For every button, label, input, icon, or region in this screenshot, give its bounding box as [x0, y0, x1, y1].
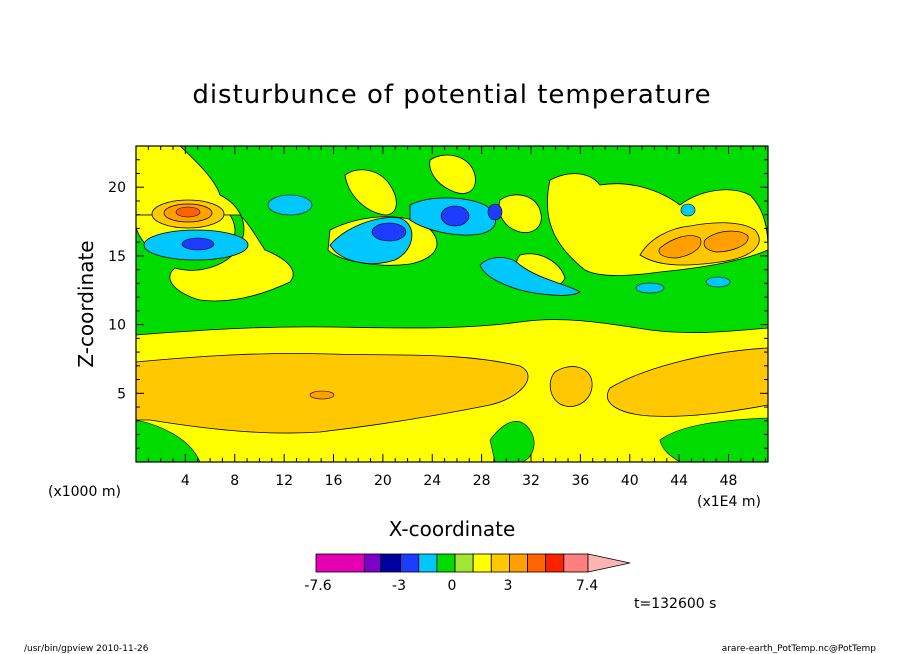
contour-band-cyan-mid: [635, 282, 665, 294]
footer-right: arare-earth_PotTemp.nc@PotTemp: [722, 644, 877, 654]
contour-band-blue-small: [487, 203, 503, 221]
colorbar-tick-labels: -7.6 -3 0 3 7.4: [304, 578, 598, 594]
contour-band-cyan-right-small: [680, 203, 696, 217]
contour-band-cyan-small: [267, 194, 313, 216]
colorbar-tick-label: 7.4: [576, 578, 598, 594]
x-axis-title: X-coordinate: [389, 517, 516, 541]
x-tick-label: 28: [473, 473, 491, 489]
colorbar-swatch: [454, 553, 474, 573]
x-tick-label: 36: [571, 473, 589, 489]
contour-band-cyan-far-right: [705, 276, 731, 288]
x-tick-label: 12: [275, 473, 293, 489]
colorbar-swatch: [472, 553, 492, 573]
colorbar-extend-triangle: [587, 553, 631, 573]
axis-ticks: [136, 146, 768, 462]
y-unit-label: (x1000 m): [48, 484, 121, 500]
plot-frame: [135, 145, 769, 463]
contour-band-orange-right: [607, 347, 768, 417]
colorbar-tick-label: -7.6: [304, 578, 331, 594]
contour-field: [136, 146, 768, 462]
colorbar-swatch: [315, 553, 365, 573]
chart-title: disturbunce of potential temperature: [192, 80, 711, 110]
x-tick-label: 32: [522, 473, 540, 489]
contour-band-cyan-lower-right: [479, 257, 581, 296]
x-tick-label: 20: [374, 473, 392, 489]
y-tick-label: 15: [108, 249, 126, 265]
time-label: t=132600 s: [634, 596, 716, 612]
contour-band-blue-left-blob: [181, 237, 215, 251]
contour-band-deep-orange-right-blob: [658, 235, 702, 259]
colorbar: [315, 553, 631, 573]
y-axis-title: Z-coordinate: [74, 240, 98, 367]
contour-band-orange-center: [549, 366, 593, 407]
colorbar-swatch: [363, 553, 381, 573]
x-tick-label: 40: [621, 473, 639, 489]
x-tick-label: 4: [181, 473, 190, 489]
x-tick-label: 24: [423, 473, 441, 489]
colorbar-tick-label: -3: [392, 578, 406, 594]
y-tick-labels: 5 10 15 20: [108, 180, 126, 402]
y-tick-label: 5: [117, 386, 126, 402]
colorbar-swatch: [527, 553, 547, 573]
x-tick-label: 48: [720, 473, 738, 489]
colorbar-swatch: [400, 553, 420, 573]
contour-band-yellow-upper-center-2: [344, 169, 397, 216]
colorbar-swatch: [418, 553, 438, 573]
colorbar-swatch: [490, 553, 510, 573]
contour-band-yellow-upper-right-2: [498, 194, 542, 233]
x-tick-label: 8: [230, 473, 239, 489]
colorbar-swatch: [545, 553, 565, 573]
x-tick-label: 44: [670, 473, 688, 489]
contour-band-orange-small: [309, 390, 335, 400]
y-tick-label: 20: [108, 180, 126, 196]
x-unit-label: (x1E4 m): [697, 494, 761, 510]
contour-band-deep-orange-right-blob-2: [703, 230, 749, 253]
colorbar-swatch: [509, 553, 528, 573]
contour-band-blue-right-blob: [440, 205, 470, 227]
contour-band-yellow-upper-center-3: [429, 154, 476, 194]
x-tick-label: 16: [325, 473, 343, 489]
colorbar-tick-label: 0: [448, 578, 457, 594]
colorbar-tick-label: 3: [504, 578, 513, 594]
colorbar-swatch: [436, 553, 456, 573]
colorbar-swatch: [563, 553, 589, 573]
contour-band-blue-center-blob: [371, 222, 407, 242]
contour-band-yellow-upper-left: [136, 146, 294, 302]
contour-band-red-left-blob: [175, 206, 201, 218]
y-tick-label: 10: [108, 318, 126, 334]
x-tick-labels: 4 8 12 16 20 24 28 32 36 40 44 48: [181, 473, 738, 489]
colorbar-swatch: [380, 553, 402, 573]
footer-left: /usr/bin/gpview 2010-11-26: [24, 644, 149, 654]
